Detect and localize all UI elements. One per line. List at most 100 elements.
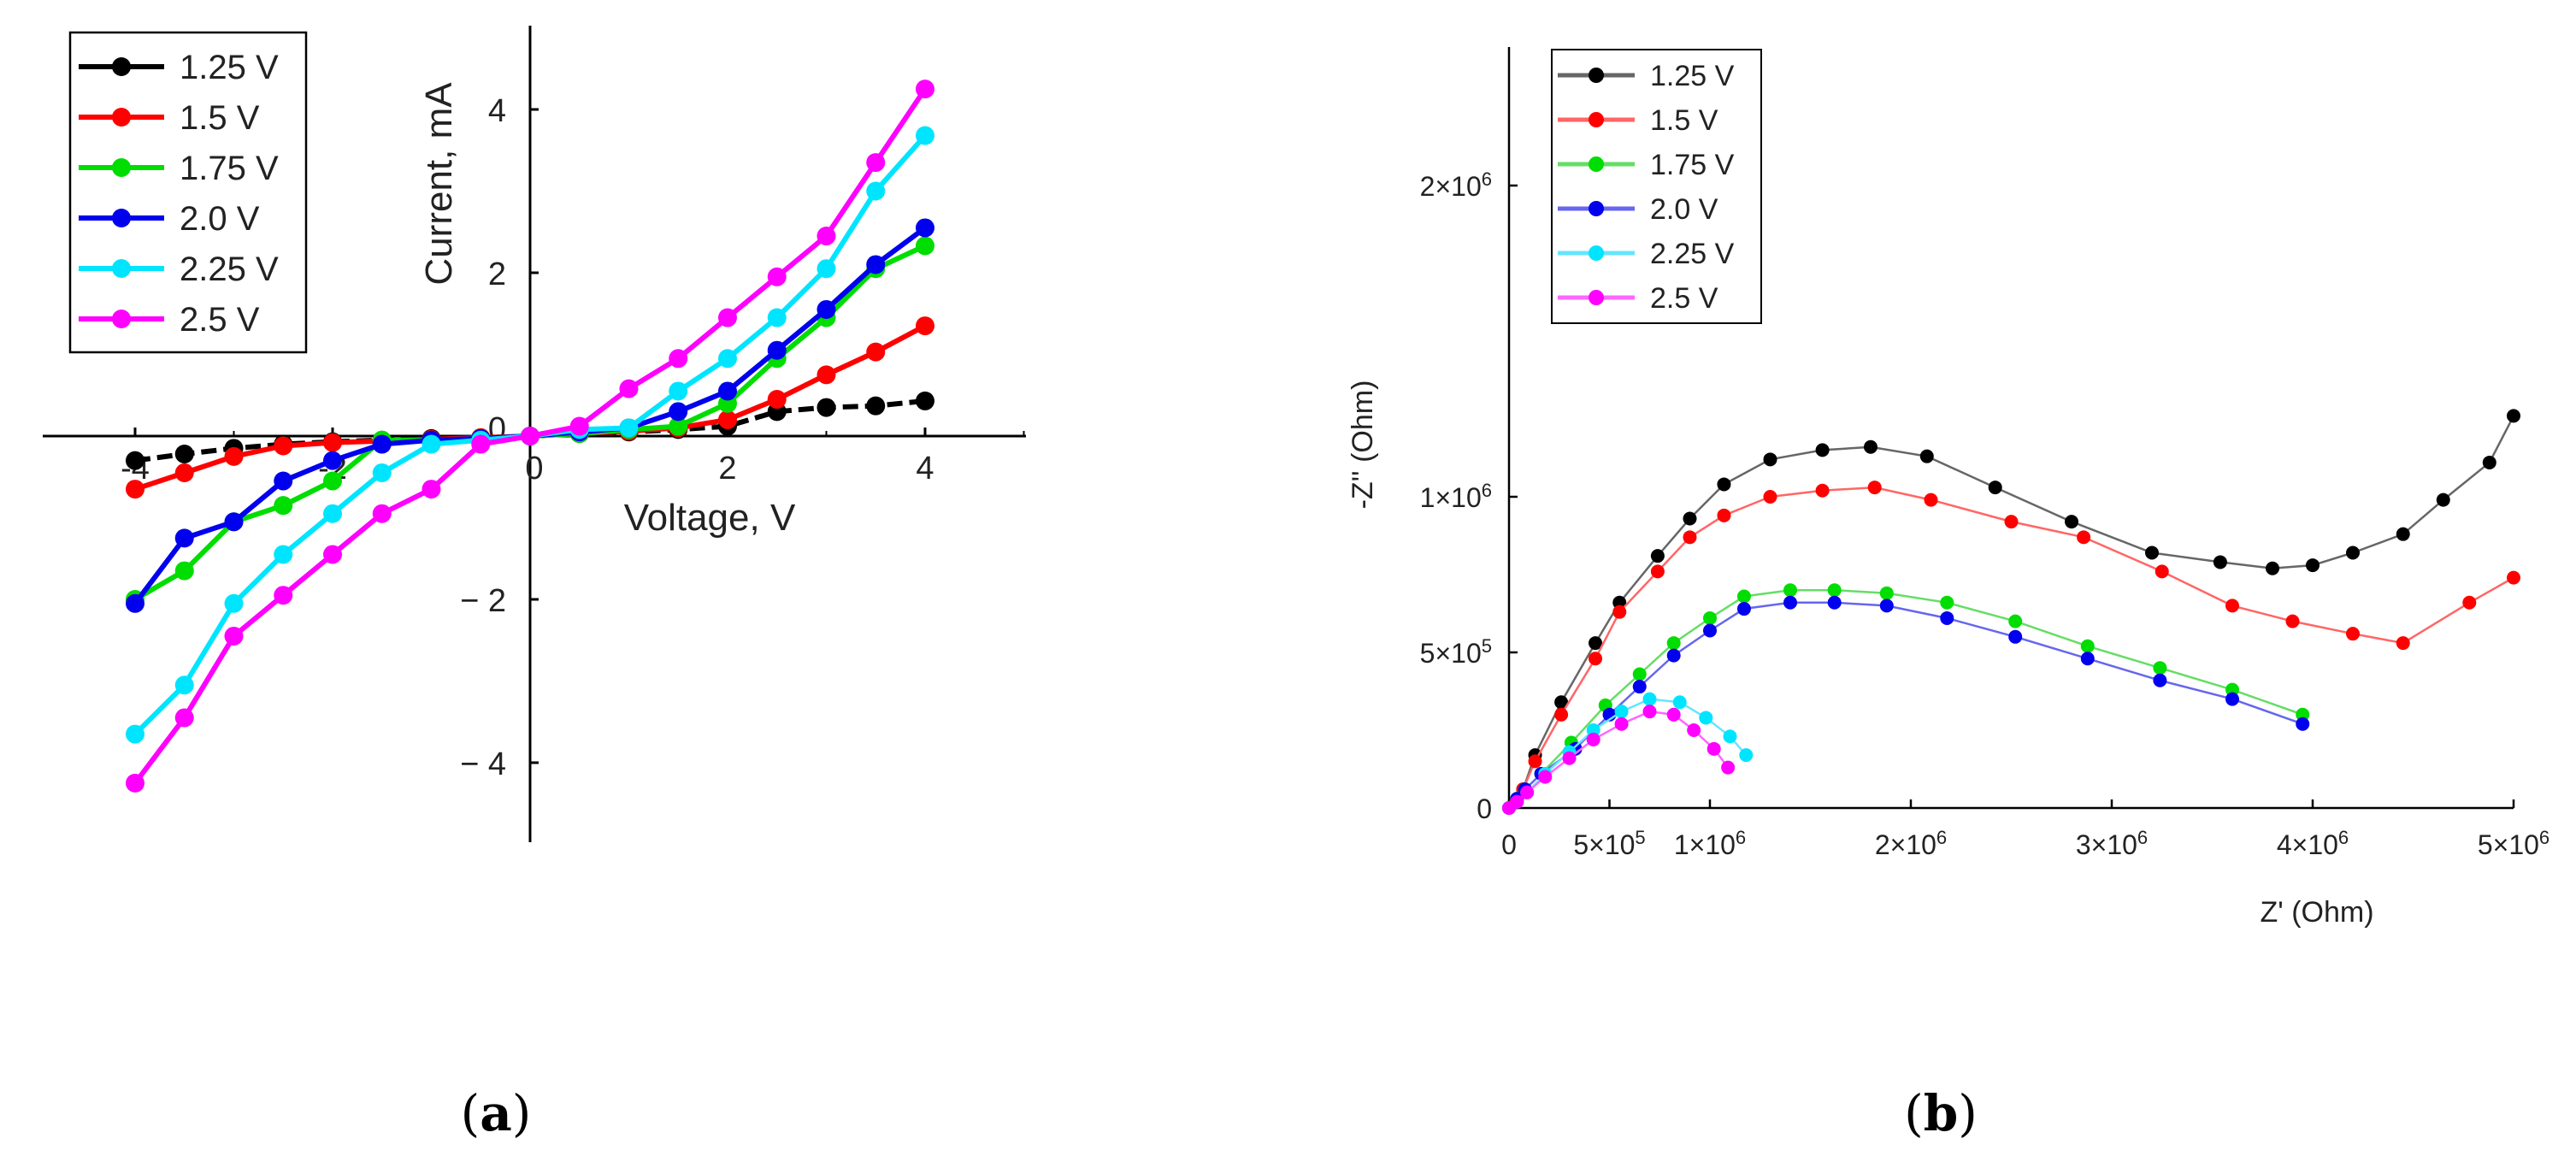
chart-b-legend-box — [1551, 49, 1762, 324]
chart-b-y-axis-label: -Z'' (Ohm) — [1347, 380, 1379, 510]
chart-b-data-point — [1879, 586, 1894, 600]
chart-a-data-point — [174, 561, 194, 581]
chart-a-data-point — [816, 365, 836, 385]
chart-b-data-point — [2145, 546, 2159, 560]
chart-b-x-tick-label: 0 — [1501, 829, 1517, 860]
chart-a-data-point — [126, 724, 144, 744]
chart-b-legend-label: 1.5 V — [1650, 104, 1718, 137]
chart-b-data-point — [2008, 629, 2023, 644]
chart-b-data-point — [1510, 794, 1524, 809]
chart-b-legend-label: 2.25 V — [1650, 238, 1735, 270]
chart-b-data-point — [1940, 610, 1954, 625]
chart-a-data-point — [521, 427, 539, 445]
chart-a-data-point — [866, 153, 886, 173]
chart-a-data-point — [619, 379, 639, 398]
chart-a-data-point — [916, 126, 934, 145]
chart-a-x-tick-label: 0 — [525, 451, 543, 487]
chart-b-data-point — [1763, 452, 1777, 467]
chart-b-data-point — [1642, 692, 1657, 706]
chart-b-data-point — [1736, 602, 1751, 616]
chart-b-y-tick-label: 0 — [1477, 793, 1492, 824]
chart-a-legend-label: 2.25 V — [180, 251, 279, 288]
chart-b-panel-letter: b — [1924, 1084, 1959, 1142]
chart-b-legend: 1.25 V 1.5 V 1.75 V 2.0 V 2.25 V 2.5 V — [1551, 49, 1762, 324]
chart-a-data-point — [669, 402, 688, 422]
chart-b-legend-marker — [1589, 290, 1604, 305]
chart-a-data-point — [816, 227, 836, 246]
chart-b-data-point — [1672, 695, 1687, 710]
chart-b-data-point — [2077, 530, 2091, 545]
chart-b-data-point — [1666, 648, 1681, 663]
chart-a-data-point — [224, 593, 244, 613]
chart-b-data-point — [1528, 754, 1542, 769]
chart-a-data-point — [274, 586, 293, 605]
chart-b-data-point — [1717, 477, 1731, 492]
chart-a-data-point — [718, 410, 737, 429]
chart-b-data-point — [2225, 599, 2239, 613]
chart-b-data-point — [1827, 595, 1842, 610]
chart-a-data-point — [323, 545, 342, 564]
chart-b-data-point — [1650, 564, 1665, 579]
chart-a-data-point — [816, 259, 836, 279]
chart-b-legend-label: 2.0 V — [1650, 193, 1718, 226]
chart-a-panel-letter: a — [480, 1084, 512, 1142]
chart-b-data-point — [2065, 515, 2078, 529]
chart-b-data-point — [2396, 636, 2410, 651]
chart-a-data-point — [323, 504, 342, 523]
chart-b-data-point — [1864, 439, 1877, 454]
chart-b-data-point — [1988, 481, 2002, 495]
chart-b-data-point — [1683, 511, 1697, 526]
chart-a-data-point — [323, 451, 342, 470]
chart-b-data-point — [2396, 527, 2410, 541]
chart-a-legend-label: 2.0 V — [180, 200, 260, 238]
chart-a-data-point — [816, 398, 836, 417]
chart-a-data-point — [372, 504, 392, 523]
chart-b-data-point — [1666, 636, 1681, 651]
chart-a-data-point — [916, 80, 934, 99]
chart-a-data-point — [866, 396, 886, 416]
chart-b-data-point — [1614, 717, 1629, 731]
chart-b-data-point — [2306, 558, 2320, 573]
chart-a-data-point — [421, 480, 441, 499]
chart-b-data-point — [1554, 707, 1569, 722]
chart-a-x-axis-label: Voltage, V — [624, 497, 796, 539]
chart-b-data-point — [1867, 481, 1882, 495]
chart-a-y-axis-label: Current, mA — [418, 82, 460, 286]
chart-b-data-point — [1687, 723, 1701, 737]
chart-b-data-point — [1879, 599, 1894, 613]
chart-b-data-point — [2080, 652, 2095, 666]
chart-b-data-point — [1612, 605, 1627, 619]
chart-b-legend-marker — [1589, 156, 1604, 172]
chart-a-panel-label: (a) — [461, 1084, 532, 1142]
chart-b: 0 5×105 1×106 2×106 3×106 4×106 5×106 0 5×105 1×1… — [1347, 47, 2549, 1142]
chart-a-legend-box — [68, 31, 308, 354]
chart-a-data-point — [916, 218, 934, 238]
chart-a-data-point — [126, 593, 144, 613]
chart-b-data-point — [2436, 492, 2450, 507]
chart-b-data-point — [1707, 741, 1721, 756]
chart-a-data-point — [669, 381, 688, 401]
chart-b-x-tick-label: 5×106 — [2478, 827, 2549, 860]
chart-a-x-tick-label: 4 — [916, 451, 934, 487]
chart-b-data-point — [1589, 636, 1603, 651]
chart-b-data-point — [2296, 717, 2310, 731]
chart-b-series-group — [1502, 409, 2520, 815]
chart-b-data-point — [1703, 623, 1717, 638]
chart-b-data-point — [1520, 785, 1535, 799]
chart-b-data-point — [2004, 515, 2019, 529]
chart-a-x-tick-label: 2 — [718, 451, 736, 487]
chart-b-data-point — [2346, 627, 2360, 641]
chart-b-data-point — [1763, 490, 1777, 504]
chart-b-data-point — [2225, 692, 2239, 706]
chart-a-data-point — [718, 308, 737, 327]
chart-b-data-point — [2008, 614, 2023, 628]
chart-b-series-line — [1508, 588, 2303, 809]
chart-b-tick-labels: 0 5×105 1×106 2×106 3×106 4×106 5×106 0 5×105 1×1… — [1420, 168, 2549, 860]
chart-a-data-point — [569, 416, 589, 436]
chart-a-data-point — [866, 342, 886, 362]
chart-a-data-point — [174, 708, 194, 728]
chart-b-data-point — [1538, 770, 1553, 784]
chart-a-data-point — [174, 675, 194, 695]
